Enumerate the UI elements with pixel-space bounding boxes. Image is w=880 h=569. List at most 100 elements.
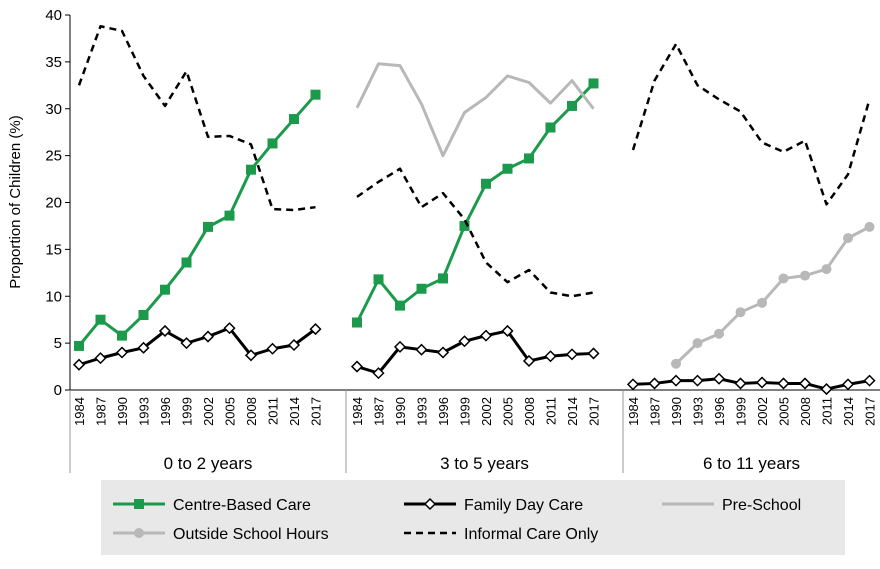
- group-label: 3 to 5 years: [440, 454, 529, 473]
- data-point-centre-based: [310, 89, 321, 100]
- x-tick-label: 1984: [350, 397, 365, 426]
- data-point-outside-school: [735, 307, 746, 318]
- data-point-centre-based: [373, 274, 384, 285]
- data-point-centre-based: [289, 114, 299, 125]
- data-point-family-day: [72, 358, 86, 371]
- x-tick-label: 2017: [863, 397, 878, 426]
- data-point-outside-school: [864, 221, 875, 232]
- y-tick-label: 35: [45, 54, 62, 71]
- x-tick-label: 1999: [180, 397, 195, 426]
- data-point-centre-based: [117, 330, 127, 341]
- series-line-outside-school: [674, 225, 871, 365]
- y-tick-label: 10: [45, 288, 62, 305]
- data-point-family-day: [458, 335, 471, 348]
- data-point-family-day: [626, 378, 640, 391]
- x-tick-label: 1999: [458, 397, 473, 426]
- data-point-family-day: [587, 347, 600, 360]
- data-point-centre-based: [459, 220, 470, 231]
- data-point-outside-school: [778, 273, 789, 284]
- data-point-family-day: [798, 377, 812, 390]
- data-point-family-day: [287, 338, 301, 352]
- x-tick-label: 1999: [734, 397, 749, 426]
- series-line-pre-school: [355, 62, 595, 158]
- data-point-family-day: [544, 350, 557, 363]
- data-point-centre-based: [545, 122, 556, 133]
- data-point-centre-based: [134, 499, 144, 509]
- data-point-centre-based: [524, 153, 534, 164]
- legend-label-family-day: Family Day Care: [464, 497, 583, 514]
- y-tick-label: 15: [45, 241, 62, 258]
- series-line-informal: [631, 42, 871, 206]
- x-tick-label: 1987: [94, 397, 109, 426]
- group-label: 6 to 11 years: [703, 454, 800, 473]
- data-point-centre-based: [567, 100, 577, 111]
- x-tick-label: 2017: [309, 397, 324, 426]
- data-point-family-day: [479, 329, 493, 342]
- x-tick-label: 2005: [223, 397, 238, 426]
- data-point-centre-based: [481, 178, 491, 189]
- data-point-outside-school: [843, 233, 853, 244]
- data-point-family-day: [372, 367, 385, 380]
- y-axis-title: Proportion of Children (%): [7, 115, 24, 288]
- x-tick-label: 1990: [115, 397, 130, 426]
- data-point-centre-based: [502, 163, 513, 174]
- data-point-centre-based: [74, 340, 84, 351]
- data-point-family-day: [137, 341, 150, 354]
- y-tick-label: 40: [45, 7, 62, 24]
- data-point-centre-based: [246, 164, 256, 175]
- x-tick-label: 2011: [820, 397, 835, 425]
- data-point-family-day: [522, 354, 536, 367]
- data-point-family-day: [648, 377, 661, 390]
- data-point-centre-based: [181, 257, 192, 268]
- series-line-informal: [77, 25, 316, 212]
- series-line-centre-based: [77, 93, 317, 347]
- series-line-family-day: [78, 326, 317, 367]
- data-point-family-day: [669, 374, 683, 387]
- data-point-family-day: [501, 324, 514, 337]
- data-point-family-day: [565, 348, 579, 361]
- data-point-family-day: [712, 372, 726, 385]
- legend-background: [101, 480, 845, 555]
- data-point-centre-based: [438, 273, 448, 284]
- data-point-outside-school: [800, 270, 810, 281]
- group-label: 0 to 2 years: [164, 454, 253, 473]
- x-tick-label: 2008: [798, 397, 813, 426]
- x-tick-label: 1990: [669, 397, 684, 426]
- y-tick-label: 25: [45, 148, 62, 165]
- data-point-family-day: [350, 360, 364, 373]
- series-line-centre-based: [355, 82, 595, 324]
- data-point-centre-based: [588, 78, 599, 89]
- data-point-centre-based: [267, 138, 278, 149]
- x-tick-label: 1996: [712, 397, 727, 426]
- x-tick-label: 2008: [244, 397, 259, 426]
- x-tick-label: 1984: [626, 397, 641, 426]
- x-tick-label: 2014: [565, 397, 580, 426]
- legend-label-informal: Informal Care Only: [464, 526, 598, 543]
- x-tick-label: 2008: [522, 397, 537, 426]
- y-tick-label: 20: [45, 195, 62, 212]
- y-tick-label: 30: [45, 101, 62, 118]
- data-point-family-day: [755, 376, 769, 389]
- x-tick-label: 2002: [201, 397, 216, 426]
- x-tick-label: 1993: [691, 397, 706, 426]
- x-tick-label: 1996: [436, 397, 451, 426]
- data-point-outside-school: [134, 528, 144, 538]
- data-point-family-day: [423, 497, 437, 511]
- data-point-family-day: [415, 343, 428, 356]
- series-lines: [72, 25, 876, 396]
- data-point-family-day: [201, 330, 215, 343]
- x-tick-label: 2005: [777, 397, 792, 426]
- data-point-centre-based: [95, 314, 106, 325]
- series-line-family-day: [356, 329, 594, 375]
- data-point-centre-based: [138, 310, 149, 320]
- legend-label-pre-school: Pre-School: [722, 497, 801, 514]
- data-point-family-day: [436, 346, 450, 359]
- data-point-outside-school: [714, 328, 724, 339]
- x-tick-label: 2011: [266, 397, 281, 425]
- x-tick-label: 2014: [841, 397, 856, 426]
- data-point-centre-based: [352, 317, 362, 328]
- data-point-family-day: [94, 352, 107, 365]
- x-tick-label: 1993: [137, 397, 152, 426]
- data-point-family-day: [820, 383, 833, 396]
